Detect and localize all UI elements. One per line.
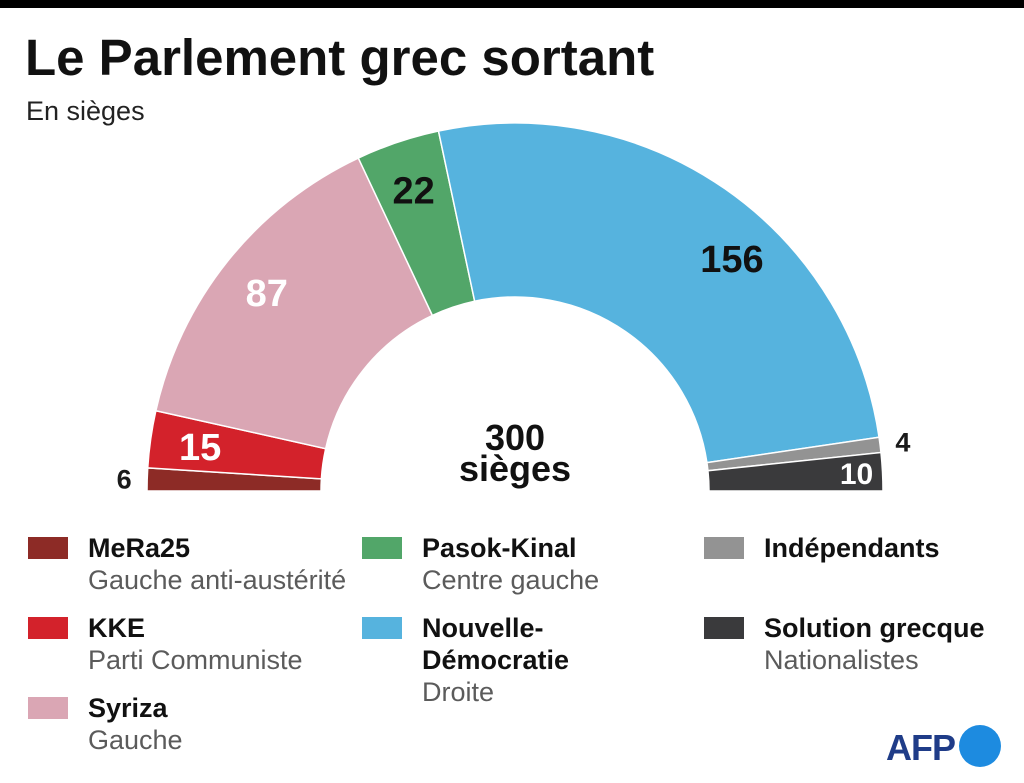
seat-segment-solution-grecque [707,451,884,492]
logo-circle-icon [959,725,1001,767]
legend-swatch [704,537,744,559]
value-label-nouvelle-democratie: 156 [700,239,763,281]
legend-note: Parti Communiste [88,645,303,675]
legend-swatch [28,537,68,559]
value-label-independants: 4 [895,428,910,458]
legend-name: Pasok-Kinal [422,533,577,563]
legend-name: KKE [88,613,146,643]
legend-swatch [704,617,744,639]
chart-title: Le Parlement grec sortant [25,29,655,86]
legend-swatch [28,697,68,719]
legend-text: Solution grecque Nationalistes [764,612,1014,676]
afp-logo: AFP [886,724,1004,768]
legend-name: Indépendants [764,533,940,563]
legend-note: Centre gauche [422,565,600,595]
legend-text: KKE Parti Communiste [88,612,368,676]
legend-swatch [362,537,402,559]
legend-name: Syriza [88,693,168,723]
legend-note: Droite [422,677,495,707]
value-label-pasok-kinal: 22 [392,170,434,212]
legend-name: MeRa25 [88,533,191,563]
legend-text: Syriza Gauche [88,692,368,756]
top-bar [0,0,1024,8]
legend-text: MeRa25 Gauche anti-austérité [88,532,368,596]
total-seats-unit: sièges [459,448,571,489]
legend-note: Gauche anti-austérité [88,565,347,595]
legend-name: Solution grecque [764,613,985,643]
logo-text: AFP [886,727,956,768]
value-label-kke: 15 [179,427,221,469]
value-label-syriza: 87 [246,273,288,315]
legend-swatch [362,617,402,639]
seat-segment-nouvelle-democratie [437,122,880,464]
chart-subtitle: En sièges [26,96,145,126]
seat-segments [146,122,884,492]
parliament-chart: 6 15 87 22 156 4 10 300 sièges [117,122,911,494]
legend-note: Gauche [88,725,183,755]
legend-note: Nationalistes [764,645,919,675]
value-label-mera25: 6 [117,464,132,494]
legend-text: Indépendants [764,532,1014,564]
legend-text: Pasok-Kinal Centre gauche [422,532,622,596]
value-labels: 6 15 87 22 156 4 10 [117,170,911,494]
legend-name: Nouvelle-Démocratie [422,613,570,675]
legend-swatch [28,617,68,639]
seat-segment-syriza [154,157,434,450]
total-seats-value: 300 [485,417,545,458]
value-label-solution-grecque: 10 [840,458,873,491]
legend-text: Nouvelle-Démocratie Droite [422,612,622,708]
